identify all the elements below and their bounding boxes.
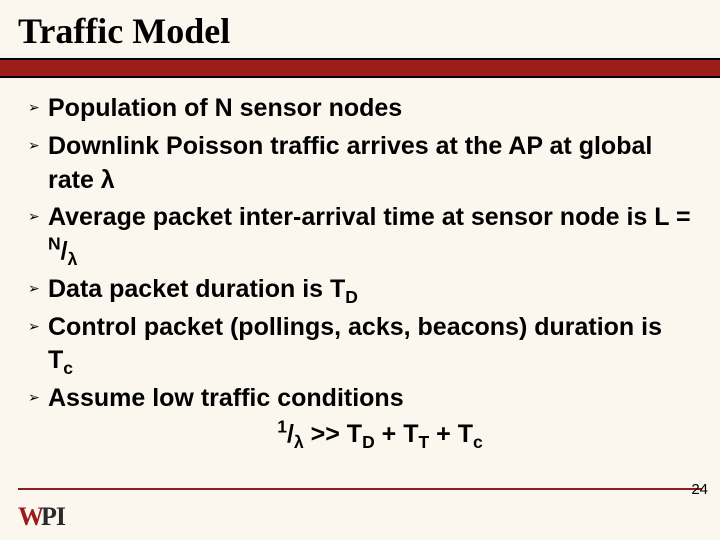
bullet-text: Population of N sensor nodes — [48, 94, 402, 122]
bullet-text: Downlink Poisson traffic arrives at the … — [48, 132, 652, 194]
bullet-item: ➢ Population of N sensor nodes — [28, 92, 692, 126]
bullet-text: Control packet (pollings, acks, beacons)… — [48, 313, 662, 375]
wpi-logo: WPI — [18, 502, 65, 532]
red-band — [0, 58, 720, 78]
slide-title: Traffic Model — [18, 10, 702, 52]
logo-w: W — [18, 502, 43, 532]
bullet-marker-icon: ➢ — [28, 98, 40, 117]
bullet-marker-icon: ➢ — [28, 207, 40, 226]
formula-line: 1/λ >> TD + TT + Tc — [28, 420, 692, 449]
bullet-item: ➢ Data packet duration is TD — [28, 273, 692, 307]
footer: WPI — [0, 488, 720, 540]
footer-rule — [18, 488, 702, 490]
bullet-text: Average packet inter-arrival time at sen… — [48, 203, 691, 265]
slide: Traffic Model ➢ Population of N sensor no… — [0, 0, 720, 540]
bullet-text: Data packet duration is TD — [48, 275, 358, 303]
bullet-marker-icon: ➢ — [28, 279, 40, 298]
bullet-item: ➢ Average packet inter-arrival time at se… — [28, 201, 692, 269]
bullet-marker-icon: ➢ — [28, 388, 40, 407]
bullet-text: Assume low traffic conditions — [48, 384, 404, 412]
logo-pi: PI — [41, 502, 65, 532]
title-bar: Traffic Model — [0, 0, 720, 58]
bullet-marker-icon: ➢ — [28, 136, 40, 155]
bullet-marker-icon: ➢ — [28, 317, 40, 336]
bullet-item: ➢ Downlink Poisson traffic arrives at the… — [28, 130, 692, 198]
bullet-item: ➢ Assume low traffic conditions — [28, 382, 692, 416]
bullet-list: ➢ Population of N sensor nodes ➢ Downlink P… — [28, 92, 692, 416]
bullet-item: ➢ Control packet (pollings, acks, beacons… — [28, 311, 692, 379]
body-area: ➢ Population of N sensor nodes ➢ Downlink P… — [0, 78, 720, 540]
page-number: 24 — [691, 481, 708, 498]
